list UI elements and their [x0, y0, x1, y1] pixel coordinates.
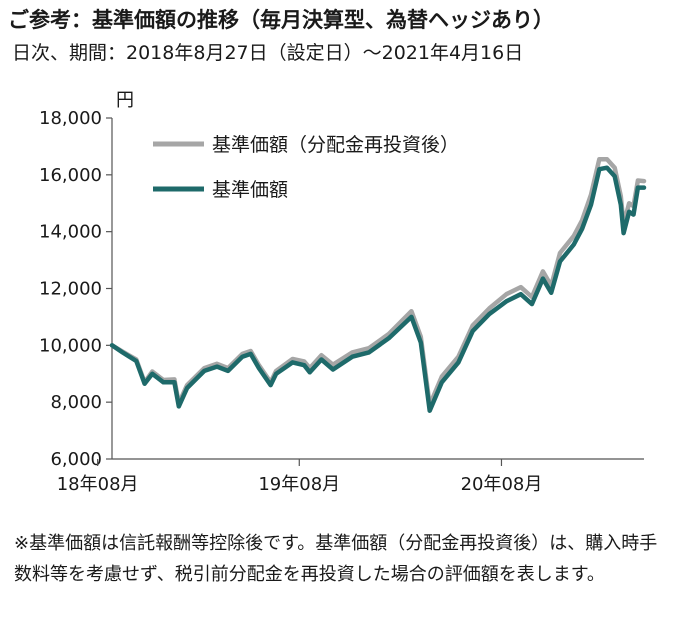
chart-subtitle: 日次、期間：2018年8月27日（設定日）～2021年4月16日 [12, 38, 523, 65]
chart-title: ご参考：基準価額の推移（毎月決算型、為替ヘッジあり） [8, 4, 554, 34]
x-tick-label: 18年08月 [57, 474, 139, 495]
y-tick-label: 16,000 [39, 165, 102, 186]
x-tick-label: 20年08月 [461, 474, 543, 495]
y-tick-label: 18,000 [39, 108, 102, 129]
y-tick-label: 10,000 [39, 335, 102, 356]
y-tick-label: 6,000 [50, 449, 102, 470]
series-line-nav [112, 168, 644, 411]
chart-axes [112, 118, 644, 459]
footnote: ※基準価額は信託報酬等控除後です。基準価額（分配金再投資後）は、購入時手数料等を… [14, 528, 670, 590]
x-axis-ticks: 18年08月 19年08月 20年08月 [57, 459, 543, 495]
legend-label: 基準価額（分配金再投資後） [212, 134, 459, 156]
line-chart: 6,000 8,000 10,000 12,000 14,000 16,000 18,000… [0, 100, 680, 520]
x-tick-label: 19年08月 [258, 474, 340, 495]
series-lines [112, 159, 644, 411]
series-line-reinvested [112, 159, 644, 405]
y-tick-label: 12,000 [39, 279, 102, 300]
y-tick-label: 8,000 [50, 392, 102, 413]
y-axis-ticks: 6,000 8,000 10,000 12,000 14,000 16,000 18,000 [39, 108, 112, 470]
legend-label: 基準価額 [212, 179, 288, 201]
y-tick-label: 14,000 [39, 222, 102, 243]
legend: 基準価額（分配金再投資後） 基準価額 [153, 134, 459, 201]
